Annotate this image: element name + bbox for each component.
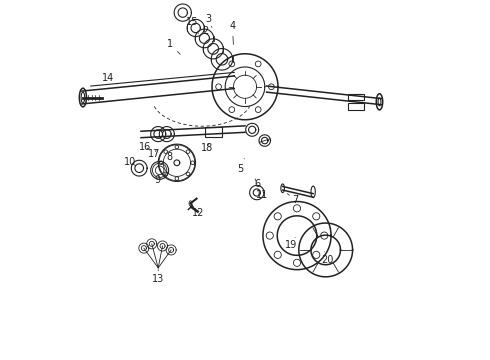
Text: 2: 2 — [202, 26, 213, 42]
Text: 13: 13 — [152, 270, 164, 284]
Text: 15: 15 — [186, 17, 198, 34]
Text: 10: 10 — [124, 157, 136, 167]
Text: 12: 12 — [192, 204, 204, 218]
Text: 19: 19 — [285, 237, 297, 250]
Text: 14: 14 — [102, 73, 118, 84]
Text: 6: 6 — [254, 179, 260, 189]
Text: 11: 11 — [256, 190, 269, 200]
Bar — [348, 103, 364, 110]
Bar — [348, 94, 364, 100]
Text: 5: 5 — [238, 158, 245, 174]
Text: 3: 3 — [205, 14, 212, 28]
Text: 17: 17 — [148, 149, 161, 159]
Text: 8: 8 — [167, 152, 173, 162]
Bar — [205, 127, 222, 137]
Text: 18: 18 — [201, 143, 214, 153]
Text: 9: 9 — [154, 175, 160, 185]
Text: 7: 7 — [287, 194, 298, 205]
Text: 1: 1 — [167, 39, 180, 54]
Text: 20: 20 — [321, 252, 334, 265]
Text: 4: 4 — [229, 21, 236, 45]
Text: 16: 16 — [139, 142, 151, 152]
